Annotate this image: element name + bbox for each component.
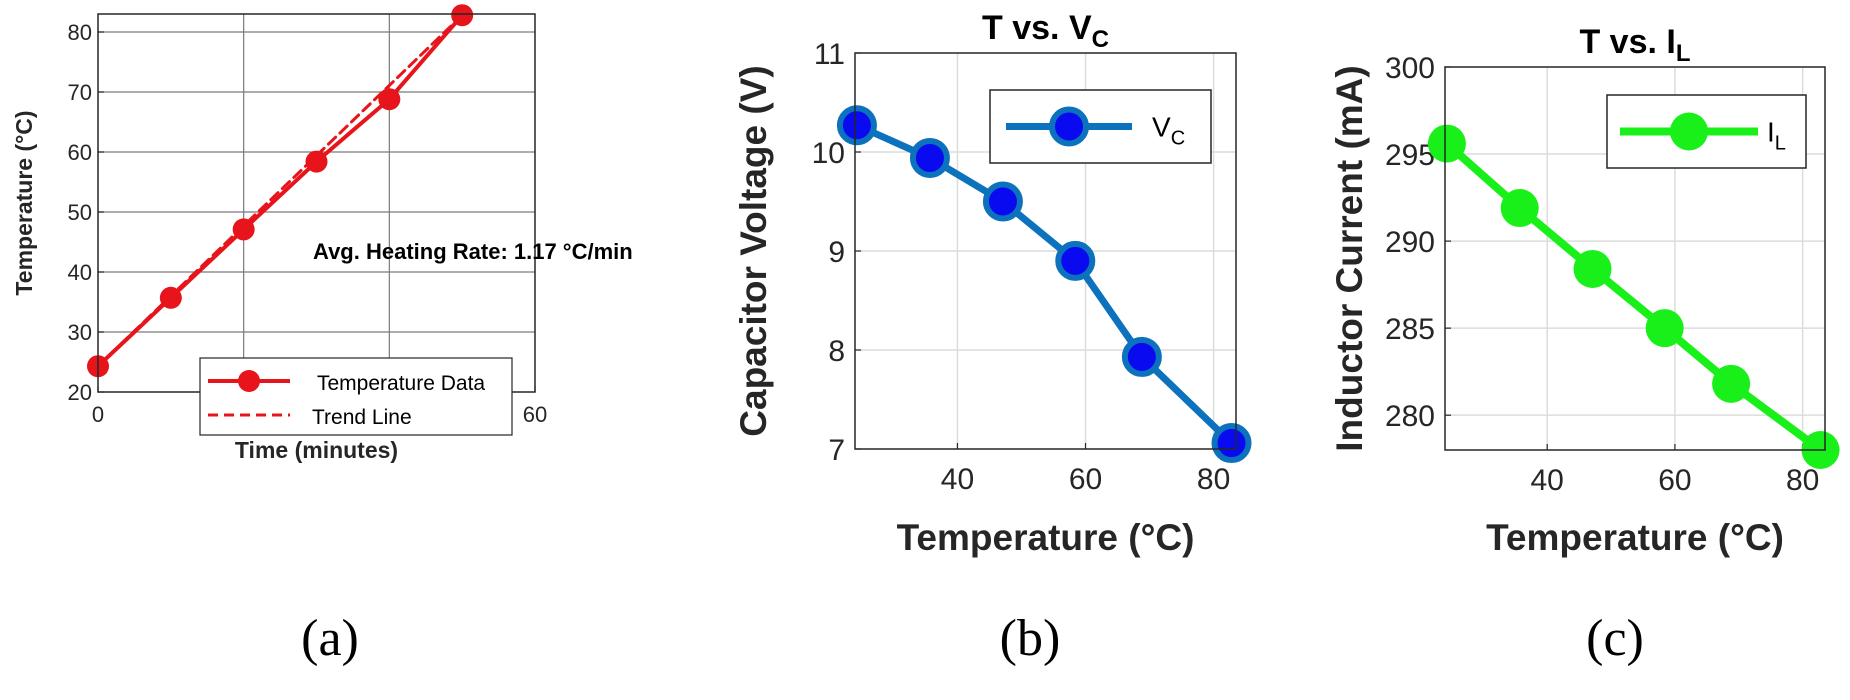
y-axis-label: Temperature (°C): [11, 110, 37, 295]
y-axis-label: Capacitor Voltage (V): [733, 65, 774, 436]
y-axis-label: Inductor Current (mA): [1329, 65, 1370, 451]
data-point: [1573, 249, 1612, 288]
chart-title: T vs. VC: [982, 9, 1109, 53]
data-point: [982, 181, 1023, 222]
panel-label-b: (b): [1000, 610, 1061, 667]
series-line-1: [96, 13, 464, 368]
legend-label: VC: [1152, 112, 1185, 150]
data-point: [378, 88, 401, 111]
panel-label-c: (c): [1586, 610, 1644, 667]
legend-label: IL: [1767, 117, 1786, 155]
x-axis-label: Temperature (°C): [1486, 517, 1784, 558]
data-point: [1712, 364, 1751, 403]
legend-swatch-marker: [1670, 112, 1708, 151]
x-tick-label: 40: [941, 463, 974, 496]
y-tick-label: 8: [828, 335, 845, 368]
legend-label-sub: L: [1775, 133, 1786, 155]
chart-c: 40 60 80 280 285 290 295 300 Temperature (°C) Ind…: [1329, 23, 1840, 558]
legend: Temperature Data Trend Line: [199, 357, 513, 436]
y-tick-label: 40: [68, 260, 92, 285]
chart-a: 020406020304050607080Time (minutes)Tempe…: [11, 4, 633, 463]
x-axis-label: Time (minutes): [235, 437, 398, 463]
data-point: [232, 218, 255, 241]
y-tick-label: 30: [68, 320, 92, 345]
data-point: [909, 137, 950, 178]
y-tick-label: 290: [1385, 226, 1435, 259]
data-point: [1500, 189, 1539, 228]
chart-title-main: T vs. I: [1579, 23, 1675, 61]
x-tick-label: 80: [1786, 464, 1819, 497]
x-axis-label: Temperature (°C): [897, 517, 1195, 558]
data-point: [1427, 124, 1466, 163]
y-tick-label: 60: [68, 140, 92, 165]
y-tick-label: 80: [68, 20, 92, 45]
legend-label-main: I: [1767, 117, 1775, 148]
axes-box: [1444, 66, 1826, 451]
x-tick-label: 80: [1197, 463, 1230, 496]
legend-label-sub: C: [1171, 128, 1185, 150]
legend: IL: [1606, 94, 1807, 169]
y-tick-label: 280: [1385, 400, 1435, 433]
legend-label: Temperature Data: [317, 372, 485, 395]
chart-title-sub: C: [1092, 26, 1109, 53]
legend-label-main: V: [1152, 112, 1171, 143]
axes-box: [854, 52, 1237, 450]
chart-b: 40 60 80 7 8 9 10 11 Temperature (°C) Capacitor V…: [733, 9, 1252, 558]
legend-swatch-marker: [238, 370, 260, 392]
y-tick-label: 300: [1385, 52, 1435, 85]
y-tick-label: 20: [68, 380, 92, 405]
x-tick-label: 40: [1530, 464, 1563, 497]
y-tick-label: 11: [814, 38, 845, 71]
x-tick-label: 60: [523, 402, 547, 427]
x-tick-label: 60: [1069, 463, 1102, 496]
y-tick-label: 295: [1385, 139, 1435, 172]
data-point: [305, 150, 328, 173]
x-tick-label: 60: [1658, 464, 1691, 497]
y-tick-label: 7: [828, 434, 845, 467]
legend-swatch-marker: [1049, 106, 1089, 147]
y-tick-label: 9: [828, 236, 845, 269]
y-tick-label: 50: [68, 200, 92, 225]
panel-label-a: (a): [301, 610, 359, 667]
x-tick-label: 0: [92, 402, 104, 427]
plot-area: [98, 14, 535, 392]
legend-label: Trend Line: [312, 406, 412, 429]
legend: VC: [989, 89, 1212, 164]
data-point: [1645, 309, 1684, 348]
y-tick-label: 70: [68, 80, 92, 105]
chart-title-main: T vs. V: [982, 9, 1092, 47]
y-tick-label: 10: [812, 137, 845, 170]
y-tick-label: 285: [1385, 313, 1435, 346]
data-point: [1055, 240, 1096, 281]
annotation: Avg. Heating Rate: 1.17 °C/min: [313, 239, 633, 264]
chart-title-sub: L: [1676, 40, 1691, 67]
data-point: [1121, 336, 1162, 377]
data-point: [1211, 423, 1252, 464]
data-point: [836, 105, 877, 146]
chart-title: T vs. IL: [1579, 23, 1690, 67]
